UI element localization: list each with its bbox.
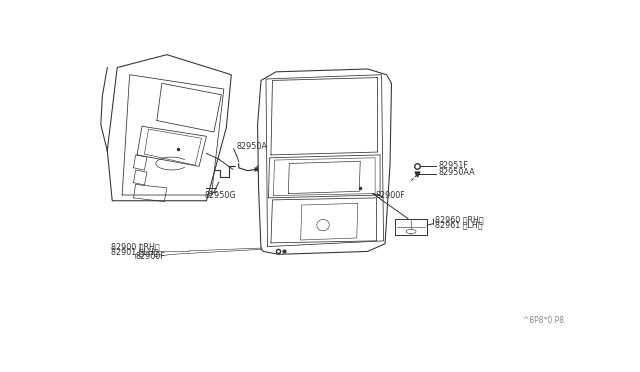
Text: 82951F: 82951F: [438, 161, 468, 170]
Ellipse shape: [406, 229, 416, 234]
Text: 82900 〈RH〉: 82900 〈RH〉: [111, 242, 159, 251]
Text: 82950AA: 82950AA: [438, 168, 475, 177]
Text: 82950A: 82950A: [236, 142, 267, 151]
Text: 82960 〈RH〉: 82960 〈RH〉: [435, 215, 483, 224]
Ellipse shape: [317, 219, 329, 231]
Text: 82900F: 82900F: [136, 252, 165, 261]
Text: ^8P8*0 P8: ^8P8*0 P8: [524, 316, 564, 325]
Text: 82900F: 82900F: [375, 191, 405, 200]
Text: 82961 〈LH〉: 82961 〈LH〉: [435, 220, 482, 229]
Text: 82901 〈LH〉: 82901 〈LH〉: [111, 247, 158, 256]
Text: 82950G: 82950G: [205, 190, 237, 199]
